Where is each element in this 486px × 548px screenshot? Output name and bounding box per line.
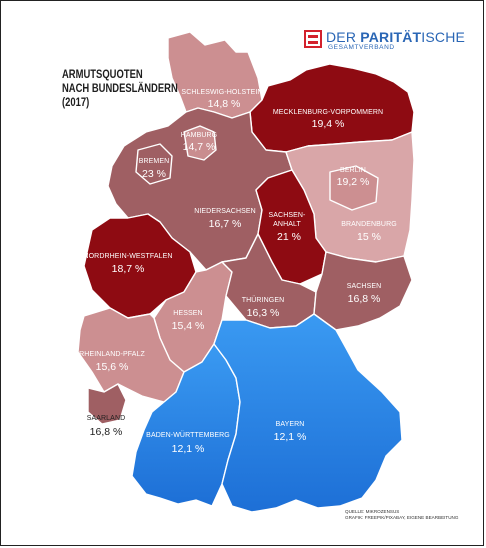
label-value-bb: 15 % [357,231,381,243]
state-labels: SCHLESWIG-HOLSTEIN 14,8 % MECKLENBURG-VO… [79,89,397,455]
label-value-sn: 16,8 % [348,293,381,305]
label-name-he: HESSEN [173,310,202,317]
label-name-sh: SCHLESWIG-HOLSTEIN [181,89,262,96]
label-value-rp: 15,6 % [96,361,129,373]
label-name-sn: SACHSEN [347,283,382,290]
label-name-st-1: SACHSEN- [269,212,307,219]
credits-line-2: GRAFIK: FREEPIK/PIXABAY, EIGENE BEARBEIT… [345,515,459,520]
logo-subtitle: GESAMTVERBAND [328,44,395,51]
state-mecklenburg-vorpommern[interactable] [249,63,415,153]
label-value-by: 12,1 % [274,431,307,443]
map-title: ARMUTSQUOTEN NACH BUNDESLÄNDERN (2017) [62,68,185,110]
state-saarland[interactable] [87,383,127,425]
label-value-hb: 23 % [142,168,166,180]
credits-line-1: QUELLE: MIKROZENSUS [345,509,400,514]
label-value-th: 16,3 % [247,307,280,319]
title-line-1: ARMUTSQUOTEN [62,69,143,81]
label-name-nw: NORDRHEIN-WESTFALEN [83,253,172,260]
label-value-mv: 19,4 % [312,118,345,130]
label-name-ni: NIEDERSACHSEN [194,208,256,215]
label-name-st-2: ANHALT [273,221,301,228]
logo-name-prefix: DER [326,29,361,45]
logo-name-suffix: ISCHE [421,29,466,45]
title-line-2: NACH BUNDESLÄNDERN [62,83,178,95]
label-name-hb: BREMEN [139,158,170,165]
label-value-st: 21 % [277,231,301,243]
label-value-hh: 14,7 % [183,141,216,153]
state-berlin[interactable] [329,165,379,211]
state-sachsen[interactable] [313,251,413,331]
logo-name: DER PARITÄTISCHE [326,29,465,45]
label-name-mv: MECKLENBURG-VORPOMMERN [273,109,383,116]
label-name-th: THÜRINGEN [242,296,285,304]
label-value-sl: 16,8 % [90,426,123,438]
label-value-nw: 18,7 % [112,263,145,275]
logo-name-bold: PARITÄT [360,29,422,45]
label-name-rp: RHEINLAND-PFALZ [79,351,145,358]
title-line-3: (2017) [62,97,90,109]
label-value-bw: 12,1 % [172,443,205,455]
label-value-sh: 14,8 % [208,98,241,110]
label-name-be: BERLIN [340,167,366,174]
label-name-hh: HAMBURG [181,132,217,139]
label-value-he: 15,4 % [172,320,205,332]
state-bayern[interactable] [213,313,403,513]
logo-mark-icon [304,30,322,48]
label-name-by: BAYERN [276,421,305,428]
state-bremen[interactable] [135,143,173,185]
label-value-ni: 16,7 % [209,218,242,230]
label-value-be: 19,2 % [337,176,370,188]
state-sachsen-anhalt[interactable] [255,169,327,285]
label-name-bw: BADEN-WÜRTTEMBERG [146,431,230,439]
source-credits: QUELLE: MIKROZENSUS GRAFIK: FREEPIK/PIXA… [345,509,458,521]
state-hamburg[interactable] [183,125,217,161]
label-name-sl: SAARLAND [87,415,126,422]
label-name-bb: BRANDENBURG [341,221,397,228]
